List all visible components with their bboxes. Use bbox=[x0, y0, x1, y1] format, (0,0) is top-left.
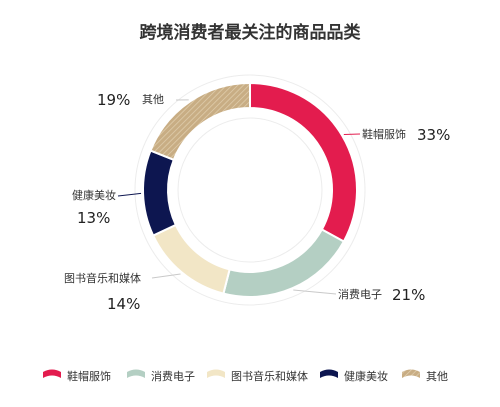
outer-guide-ring bbox=[134, 74, 366, 306]
slices-group bbox=[142, 81, 358, 298]
legend-swatch-books-media bbox=[207, 369, 225, 378]
category-label-books-media: 图书音乐和媒体 bbox=[64, 271, 141, 285]
legend-item-other[interactable]: 其他 bbox=[402, 369, 448, 384]
slice-health-beauty[interactable] bbox=[142, 149, 178, 237]
legend-swatch-other bbox=[402, 369, 420, 378]
category-label-electronics: 消费电子 bbox=[338, 287, 382, 301]
inner-guide-ring bbox=[177, 117, 323, 263]
category-label-other: 其他 bbox=[142, 93, 164, 106]
leader-line-apparel bbox=[343, 133, 361, 136]
legend-swatch-electronics bbox=[127, 369, 145, 378]
category-label-health-beauty: 健康美妆 bbox=[72, 188, 116, 202]
legend-item-electronics[interactable]: 消费电子 bbox=[127, 369, 195, 383]
leader-lines-group bbox=[117, 99, 361, 295]
category-label-apparel: 鞋帽服饰 bbox=[362, 127, 406, 141]
leader-line-books-media bbox=[151, 273, 181, 279]
legend-item-books-media[interactable]: 图书音乐和媒体 bbox=[207, 369, 308, 383]
leader-line-health-beauty bbox=[117, 192, 142, 197]
legend-label-other: 其他 bbox=[426, 370, 448, 383]
legend-label-books-media: 图书音乐和媒体 bbox=[231, 369, 308, 383]
percent-label-health-beauty: 13% bbox=[77, 209, 110, 227]
leader-line-electronics bbox=[293, 289, 337, 295]
slice-books-media[interactable] bbox=[151, 223, 231, 295]
percent-label-apparel: 33% bbox=[417, 126, 450, 144]
percent-label-books-media: 14% bbox=[107, 295, 140, 313]
chart-title: 跨境消费者最关注的商品品类 bbox=[140, 22, 362, 43]
legend-label-electronics: 消费电子 bbox=[151, 369, 195, 383]
legend-item-apparel[interactable]: 鞋帽服饰 bbox=[43, 369, 111, 383]
percent-label-electronics: 21% bbox=[392, 286, 425, 304]
percent-label-other: 19% bbox=[97, 91, 130, 109]
slice-apparel[interactable] bbox=[249, 81, 358, 243]
legend-label-health-beauty: 健康美妆 bbox=[344, 369, 388, 383]
legend: 鞋帽服饰 消费电子 图书音乐和媒体 健康美妆 其他 bbox=[43, 369, 448, 383]
legend-item-health-beauty[interactable]: 健康美妆 bbox=[320, 369, 388, 383]
legend-swatch-apparel bbox=[43, 369, 61, 378]
legend-label-apparel: 鞋帽服饰 bbox=[67, 369, 111, 383]
legend-swatch-health-beauty bbox=[320, 369, 338, 378]
slice-electronics[interactable] bbox=[222, 228, 346, 298]
slice-other[interactable] bbox=[149, 81, 251, 162]
